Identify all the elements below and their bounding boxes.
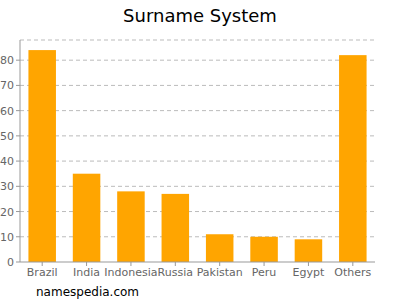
bars xyxy=(28,50,366,262)
title: Surname System xyxy=(123,5,277,26)
range-top-line xyxy=(20,40,375,41)
y-tick-label: 40 xyxy=(0,155,14,168)
y-tick-label: 20 xyxy=(0,206,14,219)
y-tick-label: 50 xyxy=(0,130,14,143)
grid-line xyxy=(20,110,375,111)
bar xyxy=(73,174,101,262)
bar xyxy=(162,194,190,262)
chart: Surname System 0 10 20 30 40 50 60 70 80 Brazil Ind… xyxy=(0,0,400,300)
y-tick-label: 30 xyxy=(0,180,14,193)
bar xyxy=(206,234,234,262)
y-tick xyxy=(16,211,20,212)
x-tick-label: Pakistan xyxy=(197,266,243,279)
y-tick xyxy=(16,262,20,263)
grid-line xyxy=(20,85,375,86)
y-tick xyxy=(16,186,20,187)
bar xyxy=(28,50,56,262)
bar xyxy=(250,237,278,262)
x-tick-label: Others xyxy=(334,266,371,279)
y-axis xyxy=(20,40,21,262)
x-tick-label: Egypt xyxy=(293,266,325,279)
grid-line xyxy=(20,135,375,136)
x-tick-label: Russia xyxy=(158,266,193,279)
x-axis xyxy=(20,262,375,263)
x-tick-label: Peru xyxy=(252,266,277,279)
x-tick-label: Brazil xyxy=(27,266,58,279)
y-tick xyxy=(16,60,20,61)
grid-line xyxy=(20,161,375,162)
y-tick-label: 10 xyxy=(0,231,14,244)
source-note: namespedia.com xyxy=(36,285,139,299)
y-tick-label: 80 xyxy=(0,54,14,67)
y-tick-label: 0 xyxy=(7,256,14,269)
y-tick xyxy=(16,110,20,111)
bar xyxy=(339,55,367,262)
y-tick-label: 60 xyxy=(0,105,14,118)
grid-line xyxy=(20,60,375,61)
bar xyxy=(117,191,145,262)
y-tick xyxy=(16,161,20,162)
x-tick-label: Indonesia xyxy=(104,266,157,279)
y-tick-label: 70 xyxy=(0,79,14,92)
bar xyxy=(295,239,323,262)
y-tick xyxy=(16,236,20,237)
y-tick xyxy=(16,85,20,86)
x-tick-label: India xyxy=(73,266,100,279)
y-tick xyxy=(16,135,20,136)
